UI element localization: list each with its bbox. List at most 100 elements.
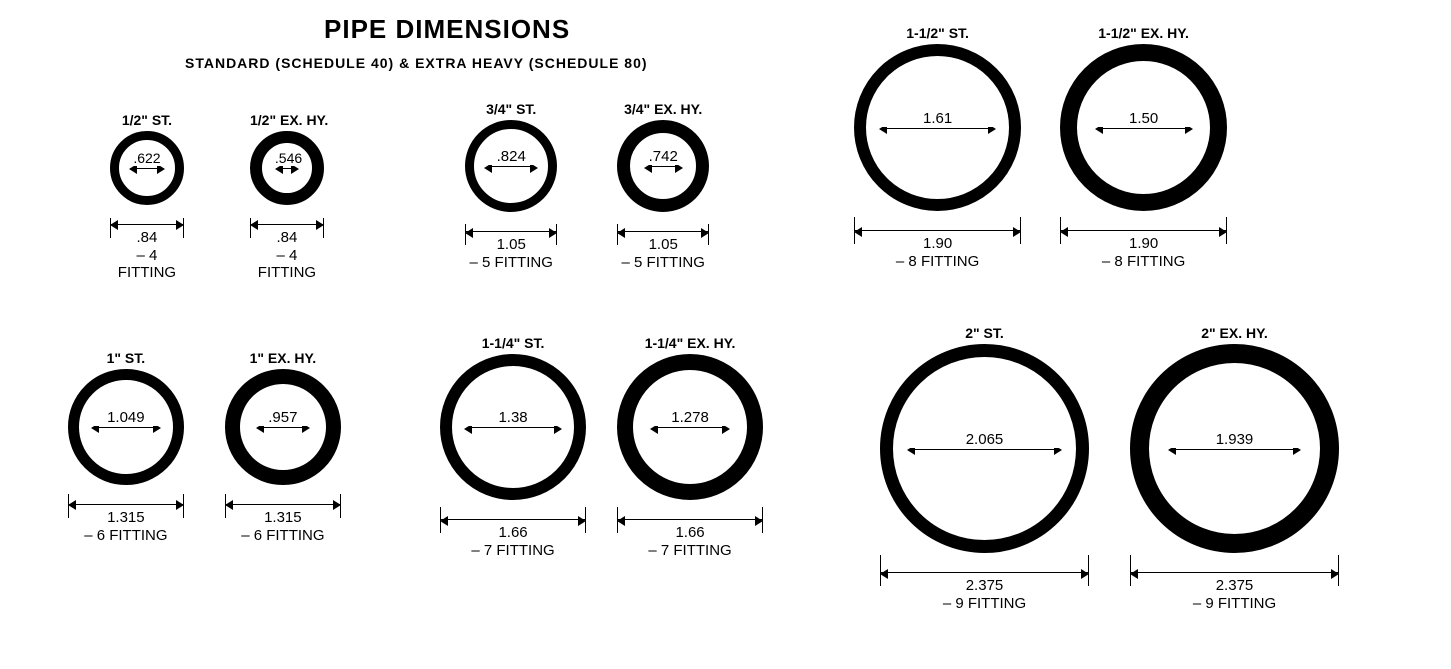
fitting-label: – 6 FITTING — [68, 527, 184, 544]
pipe-ring: 1.38 — [440, 354, 586, 500]
pipe-ring-wrap: 1.278 — [617, 354, 763, 500]
fitting-label: – 9 FITTING — [880, 595, 1089, 612]
outer-diameter-wrap: 2.375– 9 FITTING — [1130, 572, 1339, 612]
pipe-ring-wrap: 1.50 — [1060, 44, 1227, 211]
inner-diameter-line — [282, 168, 292, 169]
outer-diameter-arrow — [68, 504, 184, 505]
outer-diameter-wrap: 1.66– 7 FITTING — [440, 519, 586, 559]
pipe-label: 1-1/2" ST. — [854, 25, 1021, 41]
outer-diameter-wrap: .84– 4 FITTING — [110, 224, 184, 281]
inner-diameter-value: 1.38 — [464, 410, 561, 426]
fitting-label: – 7 FITTING — [440, 542, 586, 559]
outer-diameter-value: 1.90 — [854, 235, 1021, 252]
pipe-ring-wrap: 1.939 — [1130, 344, 1339, 553]
outer-diameter-arrow — [465, 231, 557, 232]
outer-diameter-arrow — [617, 231, 709, 232]
page: PIPE DIMENSIONS STANDARD (SCHEDULE 40) &… — [0, 0, 1451, 669]
inner-diameter-value: .546 — [275, 151, 299, 166]
outer-diameter-arrow — [110, 224, 184, 225]
pipe-ring: 1.278 — [617, 354, 763, 500]
fitting-label: – 8 FITTING — [1060, 253, 1227, 270]
pipe-ring: 1.939 — [1130, 344, 1339, 553]
pipe-ring: 1.50 — [1060, 44, 1227, 211]
outer-diameter-value: 1.90 — [1060, 235, 1227, 252]
outer-diameter-value: 1.315 — [225, 509, 341, 526]
page-subtitle: STANDARD (SCHEDULE 40) & EXTRA HEAVY (SC… — [185, 55, 648, 71]
outer-diameter-wrap: .84– 4 FITTING — [250, 224, 324, 281]
pipe-diagram: 2" EX. HY. 1.939 2.375– 9 FITTING — [1130, 325, 1339, 612]
outer-diameter-value: 1.315 — [68, 509, 184, 526]
inner-diameter-line — [1175, 449, 1294, 450]
outer-diameter-value: .84 — [110, 229, 184, 246]
outer-diameter-arrow — [880, 572, 1089, 573]
pipe-diagram: 1-1/4" EX. HY. 1.278 1.66– 7 FITTING — [617, 335, 763, 559]
fitting-label: – 6 FITTING — [225, 527, 341, 544]
outer-diameter-arrow — [854, 230, 1021, 231]
outer-diameter-value: 1.66 — [617, 524, 763, 541]
pipe-diagram: 1/2" ST. .622 .84– 4 FITTING — [110, 112, 184, 281]
outer-diameter-wrap: 1.315– 6 FITTING — [68, 504, 184, 544]
pipe-diagram: 3/4" ST. .824 1.05– 5 FITTING — [465, 101, 557, 271]
pipe-ring-wrap: .742 — [617, 120, 709, 212]
pipe-label: 1-1/4" EX. HY. — [617, 335, 763, 351]
pipe-diagram: 3/4" EX. HY. .742 1.05– 5 FITTING — [617, 101, 709, 271]
inner-diameter-value: 1.049 — [91, 410, 161, 426]
pipe-ring: 1.049 — [68, 369, 184, 485]
fitting-label: – 5 FITTING — [465, 254, 557, 271]
pipe-ring: .957 — [225, 369, 341, 485]
pipe-label: 2" EX. HY. — [1130, 325, 1339, 341]
inner-diameter-value: 1.278 — [650, 410, 730, 426]
inner-diameter-line — [1102, 128, 1186, 129]
pipe-label: 3/4" EX. HY. — [617, 101, 709, 117]
outer-diameter-value: .84 — [250, 229, 324, 246]
page-title: PIPE DIMENSIONS — [324, 14, 570, 45]
pipe-ring: .546 — [250, 131, 324, 205]
pipe-ring: 2.065 — [880, 344, 1089, 553]
pipe-label: 2" ST. — [880, 325, 1089, 341]
outer-diameter-wrap: 1.05– 5 FITTING — [617, 231, 709, 271]
pipe-label: 3/4" ST. — [465, 101, 557, 117]
outer-diameter-arrow — [1060, 230, 1227, 231]
pipe-diagram: 2" ST. 2.065 2.375– 9 FITTING — [880, 325, 1089, 612]
inner-diameter-line — [651, 166, 676, 167]
inner-diameter-value: 2.065 — [907, 432, 1063, 448]
pipe-label: 1" ST. — [68, 350, 184, 366]
pipe-label: 1/2" ST. — [110, 112, 184, 128]
pipe-ring-wrap: .622 — [110, 131, 184, 205]
outer-diameter-value: 1.66 — [440, 524, 586, 541]
pipe-ring: .824 — [465, 120, 557, 212]
inner-diameter-line — [136, 168, 159, 169]
inner-diameter-line — [263, 427, 303, 428]
outer-diameter-value: 1.05 — [465, 236, 557, 253]
outer-diameter-arrow — [1130, 572, 1339, 573]
outer-diameter-arrow — [225, 504, 341, 505]
pipe-label: 1-1/4" ST. — [440, 335, 586, 351]
fitting-label: – 5 FITTING — [617, 254, 709, 271]
pipe-ring: .622 — [110, 131, 184, 205]
pipe-diagram: 1" ST. 1.049 1.315– 6 FITTING — [68, 350, 184, 544]
fitting-label: – 8 FITTING — [854, 253, 1021, 270]
inner-diameter-line — [98, 427, 154, 428]
pipe-diagram: 1/2" EX. HY..546.84– 4 FITTING — [250, 112, 324, 281]
inner-diameter-line — [914, 449, 1056, 450]
outer-diameter-value: 2.375 — [1130, 577, 1339, 594]
inner-diameter-line — [886, 128, 990, 129]
inner-diameter-line — [471, 427, 554, 428]
outer-diameter-arrow — [617, 519, 763, 520]
pipe-diagram: 1-1/2" EX. HY. 1.50 1.90– 8 FITTING — [1060, 25, 1227, 270]
inner-diameter-value: .824 — [484, 149, 539, 165]
outer-diameter-value: 2.375 — [880, 577, 1089, 594]
pipe-diagram: 1-1/4" ST. 1.38 1.66– 7 FITTING — [440, 335, 586, 559]
outer-diameter-value: 1.05 — [617, 236, 709, 253]
pipe-ring-wrap: 1.38 — [440, 354, 586, 500]
inner-diameter-value: .957 — [256, 410, 310, 426]
outer-diameter-wrap: 1.05– 5 FITTING — [465, 231, 557, 271]
inner-diameter-line — [657, 427, 723, 428]
pipe-ring: .742 — [617, 120, 709, 212]
outer-diameter-wrap: 1.90– 8 FITTING — [854, 230, 1021, 270]
pipe-ring: 1.61 — [854, 44, 1021, 211]
fitting-label: – 7 FITTING — [617, 542, 763, 559]
outer-diameter-wrap: 2.375– 9 FITTING — [880, 572, 1089, 612]
pipe-label: 1-1/2" EX. HY. — [1060, 25, 1227, 41]
pipe-ring-wrap: 1.61 — [854, 44, 1021, 211]
